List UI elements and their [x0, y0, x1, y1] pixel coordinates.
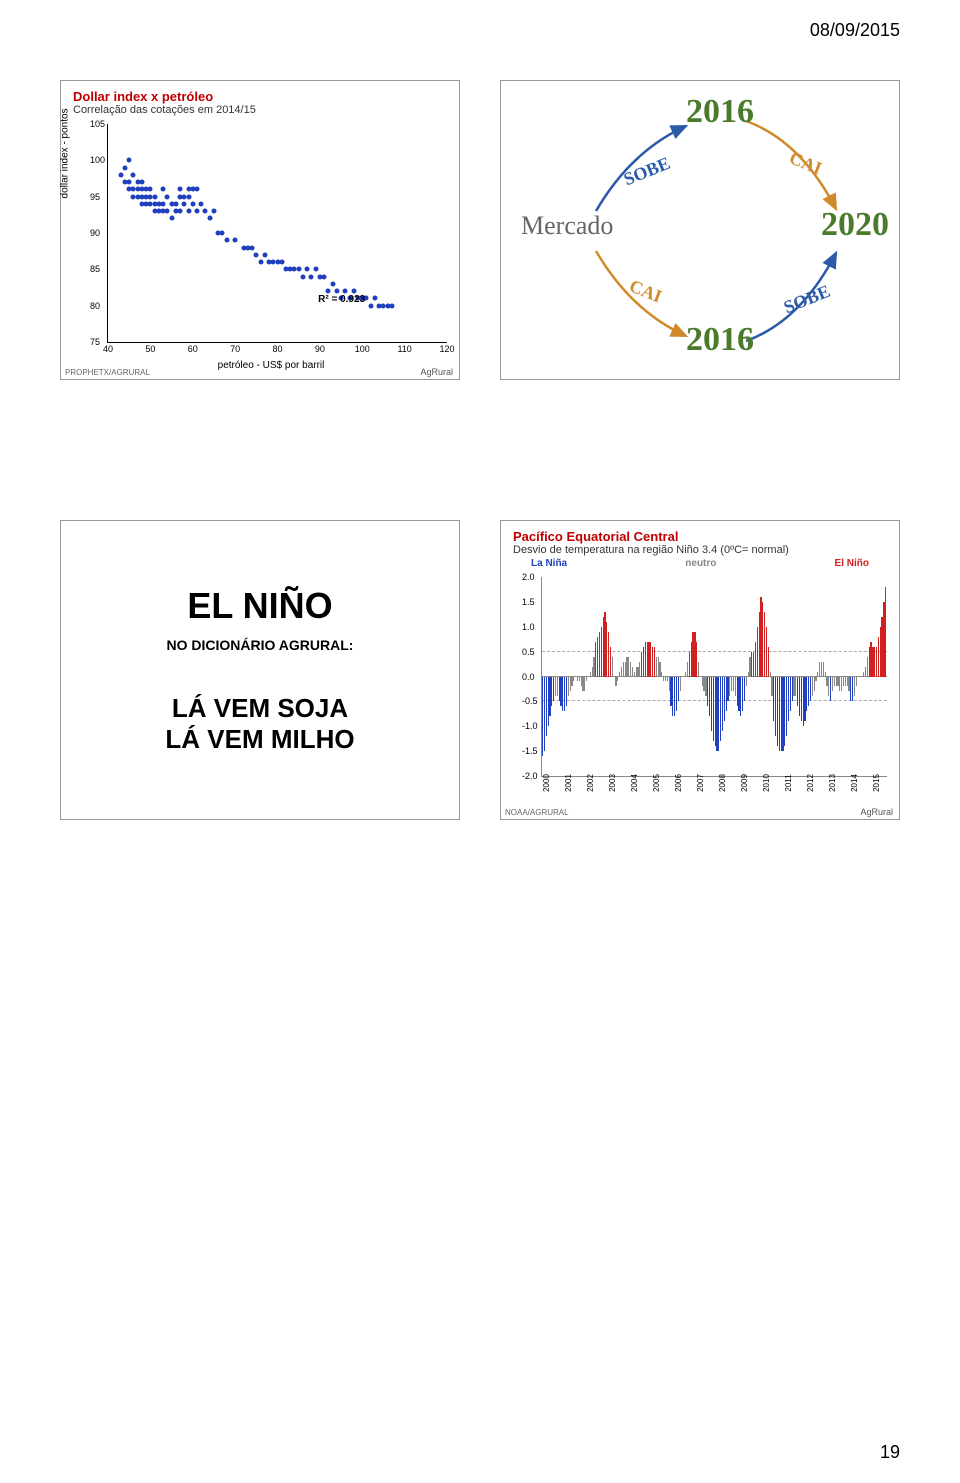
- diagram-wrap: Mercado 2016 2016 2020 SOBE CAI CAI SOBE: [501, 81, 899, 379]
- chart-title: Dollar index x petróleo: [61, 81, 459, 104]
- slide-nino-chart: Pacífico Equatorial Central Desvio de te…: [500, 520, 900, 820]
- chart-subtitle: Desvio de temperatura na região Niño 3.4…: [501, 544, 899, 558]
- label-2016-top: 2016: [686, 93, 754, 131]
- slide-mercado-diagram: Mercado 2016 2016 2020 SOBE CAI CAI SOBE: [500, 80, 900, 380]
- chart-subtitle: Correlação das cotações em 2014/15: [61, 104, 459, 120]
- legend-neutro: neutro: [685, 558, 716, 569]
- agrural-logo: AgRural: [420, 367, 453, 377]
- scatter-chart: dollar index - pontos petróleo - US$ por…: [91, 120, 451, 355]
- slide-el-nino-text: EL NIÑO NO DICIONÁRIO AGRURAL: LÁ VEM SO…: [60, 520, 460, 820]
- el-nino-title: EL NIÑO: [187, 585, 332, 627]
- agrural-logo: AgRural: [860, 807, 893, 817]
- label-2016-bottom: 2016: [686, 321, 754, 359]
- line-soja: LÁ VEM SOJA: [172, 693, 348, 724]
- plot-area: 7580859095100105405060708090100110120R² …: [107, 124, 447, 343]
- plot-area: -2.0-1.5-1.0-0.50.00.51.01.52.0200020012…: [541, 577, 887, 777]
- chart-footer: PROPHETX/AGRURAL: [65, 368, 150, 377]
- legend: La Niña neutro El Niño: [501, 558, 899, 569]
- slide-dollar-petroleo: Dollar index x petróleo Correlação das c…: [60, 80, 460, 380]
- el-nino-subtitle: NO DICIONÁRIO AGRURAL:: [167, 637, 354, 653]
- bar-chart: -2.0-1.5-1.0-0.50.00.51.01.52.0200020012…: [529, 573, 891, 795]
- page-number: 19: [880, 1442, 900, 1463]
- x-axis-label: petróleo - US$ por barril: [218, 360, 325, 371]
- legend-el-nino: El Niño: [835, 558, 869, 569]
- label-mercado: Mercado: [521, 211, 613, 241]
- page-date: 08/09/2015: [810, 20, 900, 41]
- label-2020: 2020: [821, 206, 889, 244]
- line-milho: LÁ VEM MILHO: [165, 724, 354, 755]
- y-axis-label: dollar index - pontos: [60, 108, 71, 198]
- legend-la-nina: La Niña: [531, 558, 567, 569]
- chart-footer: NOAA/AGRURAL: [505, 808, 569, 817]
- chart-title: Pacífico Equatorial Central: [501, 521, 899, 544]
